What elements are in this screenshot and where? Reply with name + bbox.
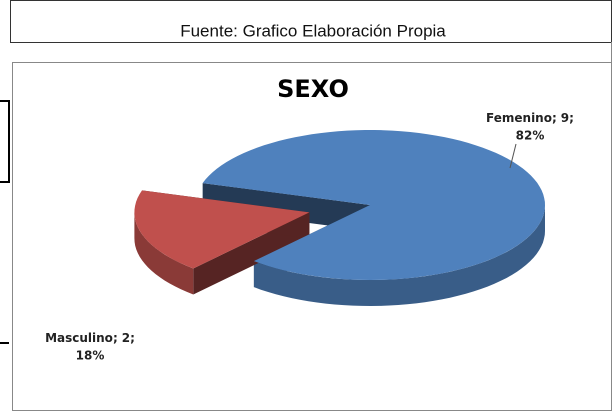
label-separator: ; [113,331,118,345]
chart-title: SEXO [277,75,349,103]
slice [202,130,545,280]
source: Fuente: Grafico Elaboración Propia [180,21,446,40]
label-value: 9 [561,111,569,125]
label-separator: ; [569,111,574,125]
data-label: Masculino; 2; [45,331,135,345]
page-fragment [0,100,10,183]
slice [134,190,310,269]
slice-cut-face [202,183,370,231]
label-category: Femenino [486,111,552,125]
label-category: Masculino [45,331,113,345]
label-percent: 82% [516,129,545,143]
source-box [10,0,612,43]
leader-line [509,143,517,169]
slice-side [134,212,194,295]
slice-side [253,205,545,306]
data-label: Femenino; 9; [486,111,574,125]
label-separator: ; [552,111,557,125]
label-separator: ; [130,331,135,345]
data-labels: Femenino; 9;82%Masculino; 2;18% [45,111,574,363]
label-percent: 18% [76,349,105,363]
label-value: 2 [122,331,130,345]
pie [134,130,545,306]
